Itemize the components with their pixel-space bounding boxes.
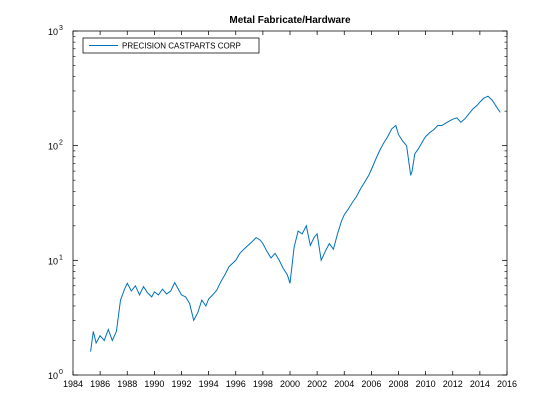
x-tick-label: 1984 [63, 379, 83, 389]
legend-label: PRECISION CASTPARTS CORP [122, 42, 241, 51]
chart-title: Metal Fabricate/Hardware [229, 15, 351, 26]
x-tick-label: 1996 [226, 379, 246, 389]
x-tick-label: 2006 [361, 379, 381, 389]
x-tick-label: 1992 [171, 379, 191, 389]
x-tick-label: 2010 [416, 379, 436, 389]
x-tick-label: 2002 [307, 379, 327, 389]
x-tick-label: 1990 [144, 379, 164, 389]
legend: PRECISION CASTPARTS CORP [83, 38, 259, 53]
y-tick-label: 10 [48, 142, 58, 152]
x-tick-label: 2016 [497, 379, 517, 389]
x-tick-label: 2004 [334, 379, 354, 389]
x-tick-label: 2008 [388, 379, 408, 389]
y-tick-label: 10 [48, 371, 58, 381]
x-tick-label: 1994 [199, 379, 219, 389]
y-tick-label: 10 [48, 27, 58, 37]
y-tick-label: 10 [48, 256, 58, 266]
plot-background [73, 31, 507, 375]
y-tick-exponent: 1 [59, 254, 63, 261]
y-tick-exponent: 2 [59, 140, 63, 147]
y-tick-exponent: 0 [59, 369, 63, 376]
x-tick-label: 2000 [280, 379, 300, 389]
x-tick-label: 1988 [117, 379, 137, 389]
x-tick-label: 2012 [443, 379, 463, 389]
x-tick-label: 2014 [470, 379, 490, 389]
y-tick-exponent: 3 [59, 25, 63, 32]
x-tick-label: 1986 [90, 379, 110, 389]
x-tick-label: 1998 [253, 379, 273, 389]
